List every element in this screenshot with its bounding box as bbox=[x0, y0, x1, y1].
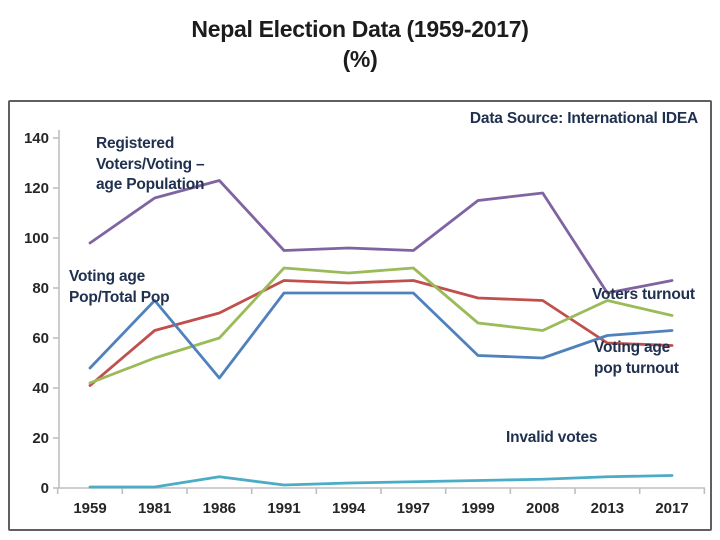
y-axis-tick-label: 40 bbox=[32, 380, 49, 397]
series-line-voting-age-pop-total-pop bbox=[88, 291, 674, 380]
y-axis-tick-label: 20 bbox=[32, 430, 49, 447]
x-axis-tick-label: 1986 bbox=[203, 500, 236, 517]
y-axis-tick-label: 120 bbox=[24, 180, 49, 197]
chart-title: Nepal Election Data (1959-2017) bbox=[191, 16, 529, 42]
x-axis-tick-label: 2008 bbox=[526, 500, 559, 517]
series-line-voting-age-pop-turnout bbox=[88, 279, 674, 387]
series-line-registered-voters-vap bbox=[88, 179, 674, 295]
series-line-invalid-votes bbox=[88, 474, 674, 489]
y-axis-tick-label: 0 bbox=[41, 480, 49, 497]
data-source-note: Data Source: International IDEA bbox=[469, 110, 698, 127]
x-axis-tick-label: 2013 bbox=[591, 500, 624, 517]
x-axis-tick-label: 1997 bbox=[397, 500, 430, 517]
series-label-voting-age-pop: Voting age Pop/Total Pop bbox=[69, 268, 170, 306]
chart-subtitle: (%) bbox=[342, 46, 378, 72]
y-axis-tick-label: 60 bbox=[32, 330, 49, 347]
series-label-voters-turnout: Voters turnout bbox=[592, 286, 695, 303]
x-axis-tick-label: 1981 bbox=[138, 500, 171, 517]
series-line-voters-turnout bbox=[88, 266, 674, 385]
x-axis-tick-label: 1994 bbox=[332, 500, 366, 517]
x-axis-tick-label: 1959 bbox=[73, 500, 106, 517]
x-axis-tick-label: 2017 bbox=[655, 500, 688, 517]
chart-title-block: Nepal Election Data (1959-2017) (%) bbox=[0, 14, 720, 74]
series-label-registered-voters: Registered Voters/Voting – age Populatio… bbox=[96, 135, 205, 193]
series-label-invalid-votes: Invalid votes bbox=[506, 429, 598, 446]
x-axis-tick-label: 1991 bbox=[267, 500, 300, 517]
y-axis-tick-label: 80 bbox=[32, 280, 49, 297]
y-axis-tick-label: 140 bbox=[24, 130, 49, 147]
chart-area: 0 20 40 60 80 100 120 140 1959 1981 1986 1991 1994 19… bbox=[8, 100, 712, 531]
plot-svg: 0 20 40 60 80 100 120 140 1959 1981 1986 1991 1994 19… bbox=[24, 130, 706, 517]
x-axis-tick-label: 1999 bbox=[461, 500, 494, 517]
y-axis-tick-label: 100 bbox=[24, 230, 49, 247]
series-label-voting-age-pop-turnout: Voting age pop turnout bbox=[594, 339, 679, 377]
